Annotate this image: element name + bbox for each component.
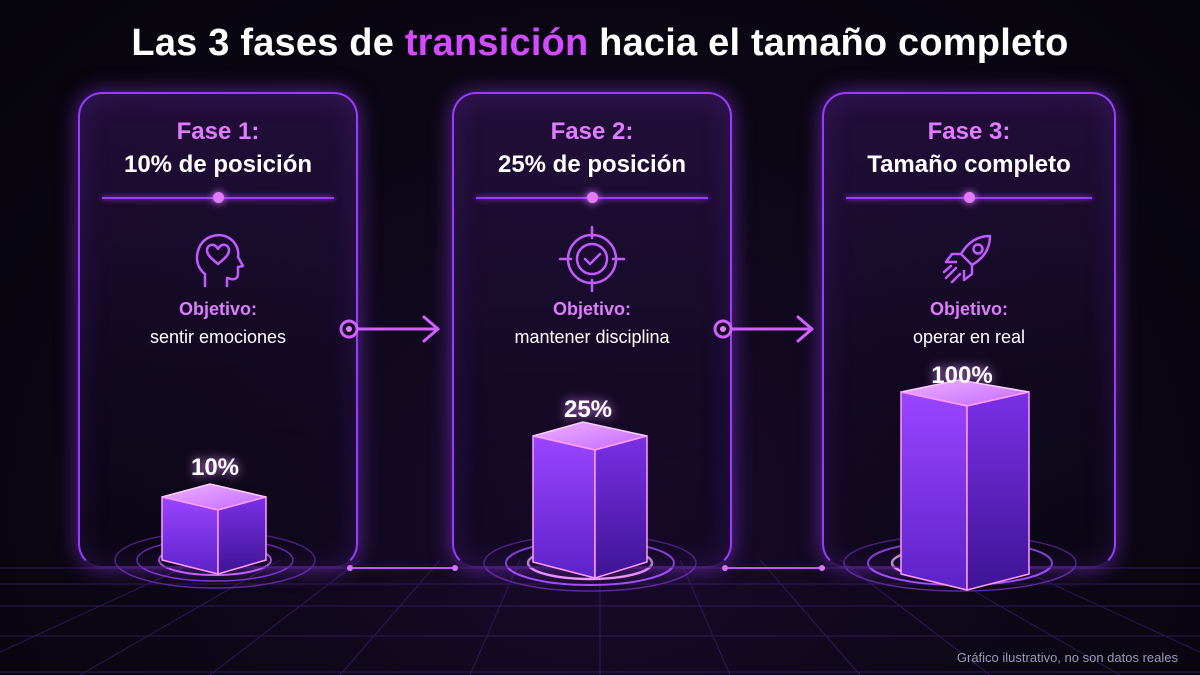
phase-1-objective-label: Objetivo: [178, 299, 257, 319]
target-check-icon [558, 225, 626, 293]
phase-3-label: Fase 3: [927, 118, 1011, 145]
page-title: Las 3 fases de transición hacia el tamañ… [0, 22, 1200, 65]
phase-3-percent: 100% [931, 362, 993, 389]
phase-1-bar [161, 483, 267, 575]
phase-2-label: Fase 2: [550, 118, 634, 145]
phase-3-objective: operar en real [912, 327, 1026, 347]
phase-3-title: Tamaño completo [867, 151, 1071, 178]
phase-3-bar [900, 379, 1030, 591]
rocket-icon [942, 234, 992, 284]
phase-2-divider-dot [587, 192, 598, 203]
phase-2-bar [532, 421, 648, 580]
head-heart-icon [195, 234, 245, 288]
phase-3-objective-label: Objetivo: [929, 299, 1008, 319]
title-after: hacia el tamaño completo [588, 22, 1069, 64]
phase-3-card: Fase 3: Tamaño completo Objetivo: operar… [822, 92, 1116, 568]
phase-1-objective: sentir emociones [149, 327, 287, 347]
footnote: Gráfico ilustrativo, no son datos reales [956, 650, 1178, 665]
phase-2-title: 25% de posición [497, 151, 687, 178]
phase-3-divider-dot [964, 192, 975, 203]
phase-2-objective: mantener disciplina [514, 327, 670, 347]
phase-1-percent: 10% [190, 454, 240, 481]
phase-2-percent: 25% [563, 396, 613, 423]
phase-1-divider-dot [213, 192, 224, 203]
title-before: Las 3 fases de [131, 22, 405, 64]
phase-1-label: Fase 1: [176, 118, 260, 145]
title-accent: transición [404, 22, 589, 64]
phase-1-title: 10% de posición [123, 151, 313, 178]
phase-2-objective-label: Objetivo: [552, 299, 631, 319]
arrow-right-icon [713, 315, 814, 343]
arrow-right-icon [339, 315, 440, 343]
